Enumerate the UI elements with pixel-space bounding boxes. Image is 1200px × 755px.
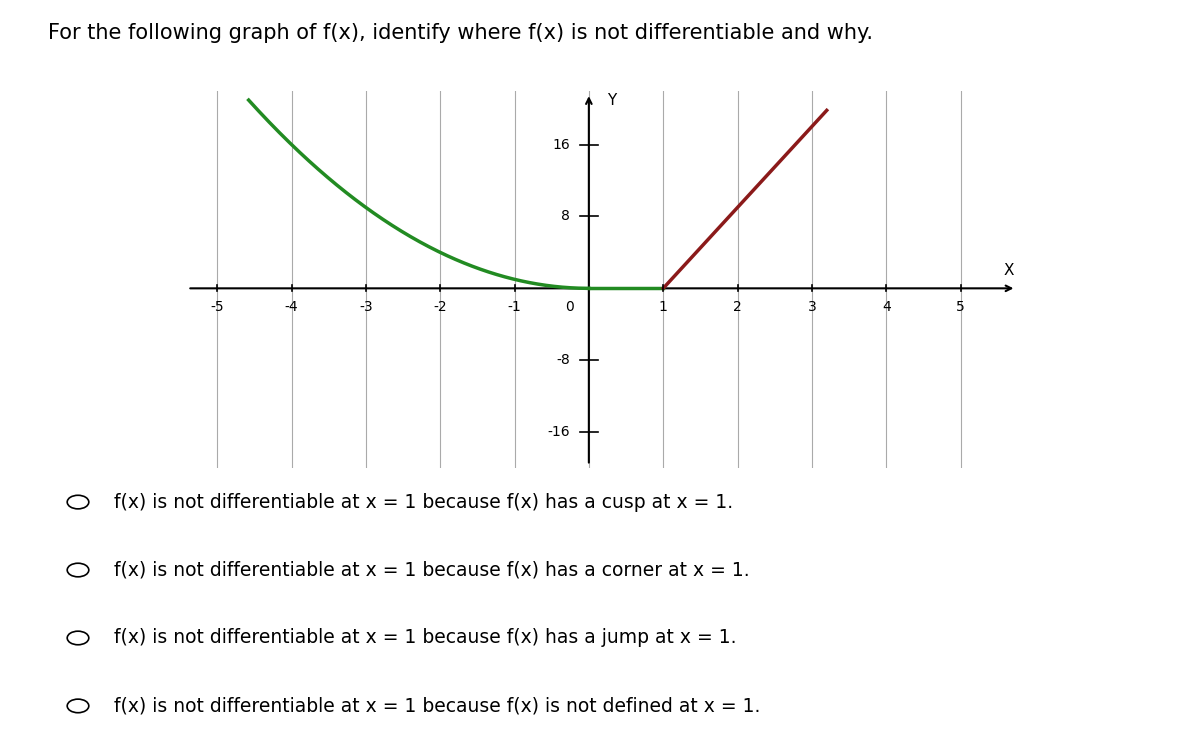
Text: 2: 2 xyxy=(733,300,742,314)
Text: f(x) is not differentiable at x = 1 because f(x) is not defined at x = 1.: f(x) is not differentiable at x = 1 beca… xyxy=(114,696,761,716)
Text: 4: 4 xyxy=(882,300,890,314)
Text: f(x) is not differentiable at x = 1 because f(x) has a cusp at x = 1.: f(x) is not differentiable at x = 1 beca… xyxy=(114,492,733,512)
Text: 0: 0 xyxy=(565,300,574,314)
Text: For the following graph of f(x), identify where f(x) is not differentiable and w: For the following graph of f(x), identif… xyxy=(48,23,874,42)
Text: 16: 16 xyxy=(552,137,570,152)
Text: -4: -4 xyxy=(284,300,299,314)
Text: -8: -8 xyxy=(557,353,570,367)
Text: -2: -2 xyxy=(433,300,446,314)
Text: f(x) is not differentiable at x = 1 because f(x) has a corner at x = 1.: f(x) is not differentiable at x = 1 beca… xyxy=(114,560,750,580)
Text: 1: 1 xyxy=(659,300,667,314)
Text: 3: 3 xyxy=(808,300,816,314)
Text: -1: -1 xyxy=(508,300,521,314)
Text: 8: 8 xyxy=(562,209,570,223)
Text: 5: 5 xyxy=(956,300,965,314)
Text: f(x) is not differentiable at x = 1 because f(x) has a jump at x = 1.: f(x) is not differentiable at x = 1 beca… xyxy=(114,628,737,648)
Text: X: X xyxy=(1003,263,1014,278)
Text: -16: -16 xyxy=(547,425,570,439)
Text: -5: -5 xyxy=(210,300,224,314)
Text: Y: Y xyxy=(607,94,617,108)
Text: -3: -3 xyxy=(359,300,373,314)
